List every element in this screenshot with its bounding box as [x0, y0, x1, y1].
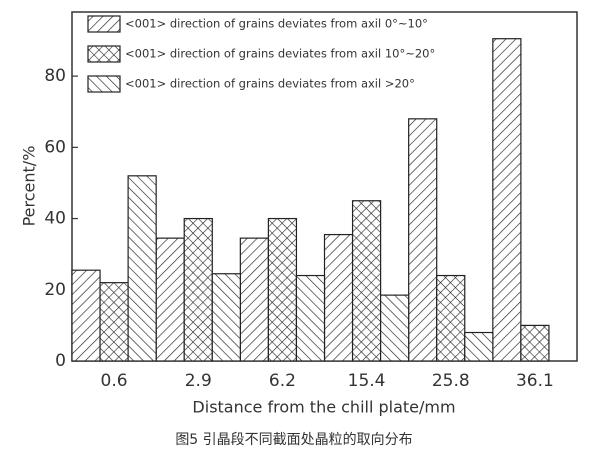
legend-label: <001> direction of grains deviates from …: [125, 77, 415, 91]
bar: [492, 38, 522, 362]
y-tick-label: 40: [44, 209, 66, 229]
y-tick-label: 20: [44, 280, 66, 300]
y-tick-label: 60: [44, 137, 66, 157]
bar: [408, 118, 438, 362]
bar: [464, 331, 494, 362]
bar: [211, 273, 241, 362]
y-tick-label: 80: [44, 66, 66, 86]
bar: [99, 282, 129, 362]
bar: [520, 324, 550, 362]
legend-swatch: [87, 15, 121, 33]
x-tick-label: 36.1: [516, 371, 554, 391]
bar: [127, 175, 157, 362]
bar: [351, 200, 382, 362]
x-tick-label: 6.2: [269, 371, 296, 391]
x-axis-label: Distance from the chill plate/mm: [192, 398, 455, 417]
legend-swatch: [87, 45, 121, 63]
bar: [183, 217, 213, 362]
caption: 图5 引晶段不同截面处晶粒的取向分布: [175, 432, 412, 448]
bar: [267, 217, 298, 362]
legend-label: <001> direction of grains deviates from …: [125, 17, 428, 31]
bar: [71, 269, 101, 362]
bar: [295, 274, 326, 362]
x-tick-label: 15.4: [348, 371, 386, 391]
x-tick-label: 2.9: [185, 371, 212, 391]
y-axis-label: Percent/%: [20, 146, 39, 227]
bar: [323, 233, 354, 362]
y-tick-label: 0: [55, 351, 66, 371]
x-tick-label: 0.6: [101, 371, 128, 391]
bar: [436, 274, 466, 362]
legend-swatch: [87, 75, 121, 93]
x-tick-label: 25.8: [432, 371, 470, 391]
bar: [155, 237, 185, 362]
bar: [239, 237, 269, 362]
bar: [380, 294, 410, 362]
legend-label: <001> direction of grains deviates from …: [125, 47, 435, 61]
